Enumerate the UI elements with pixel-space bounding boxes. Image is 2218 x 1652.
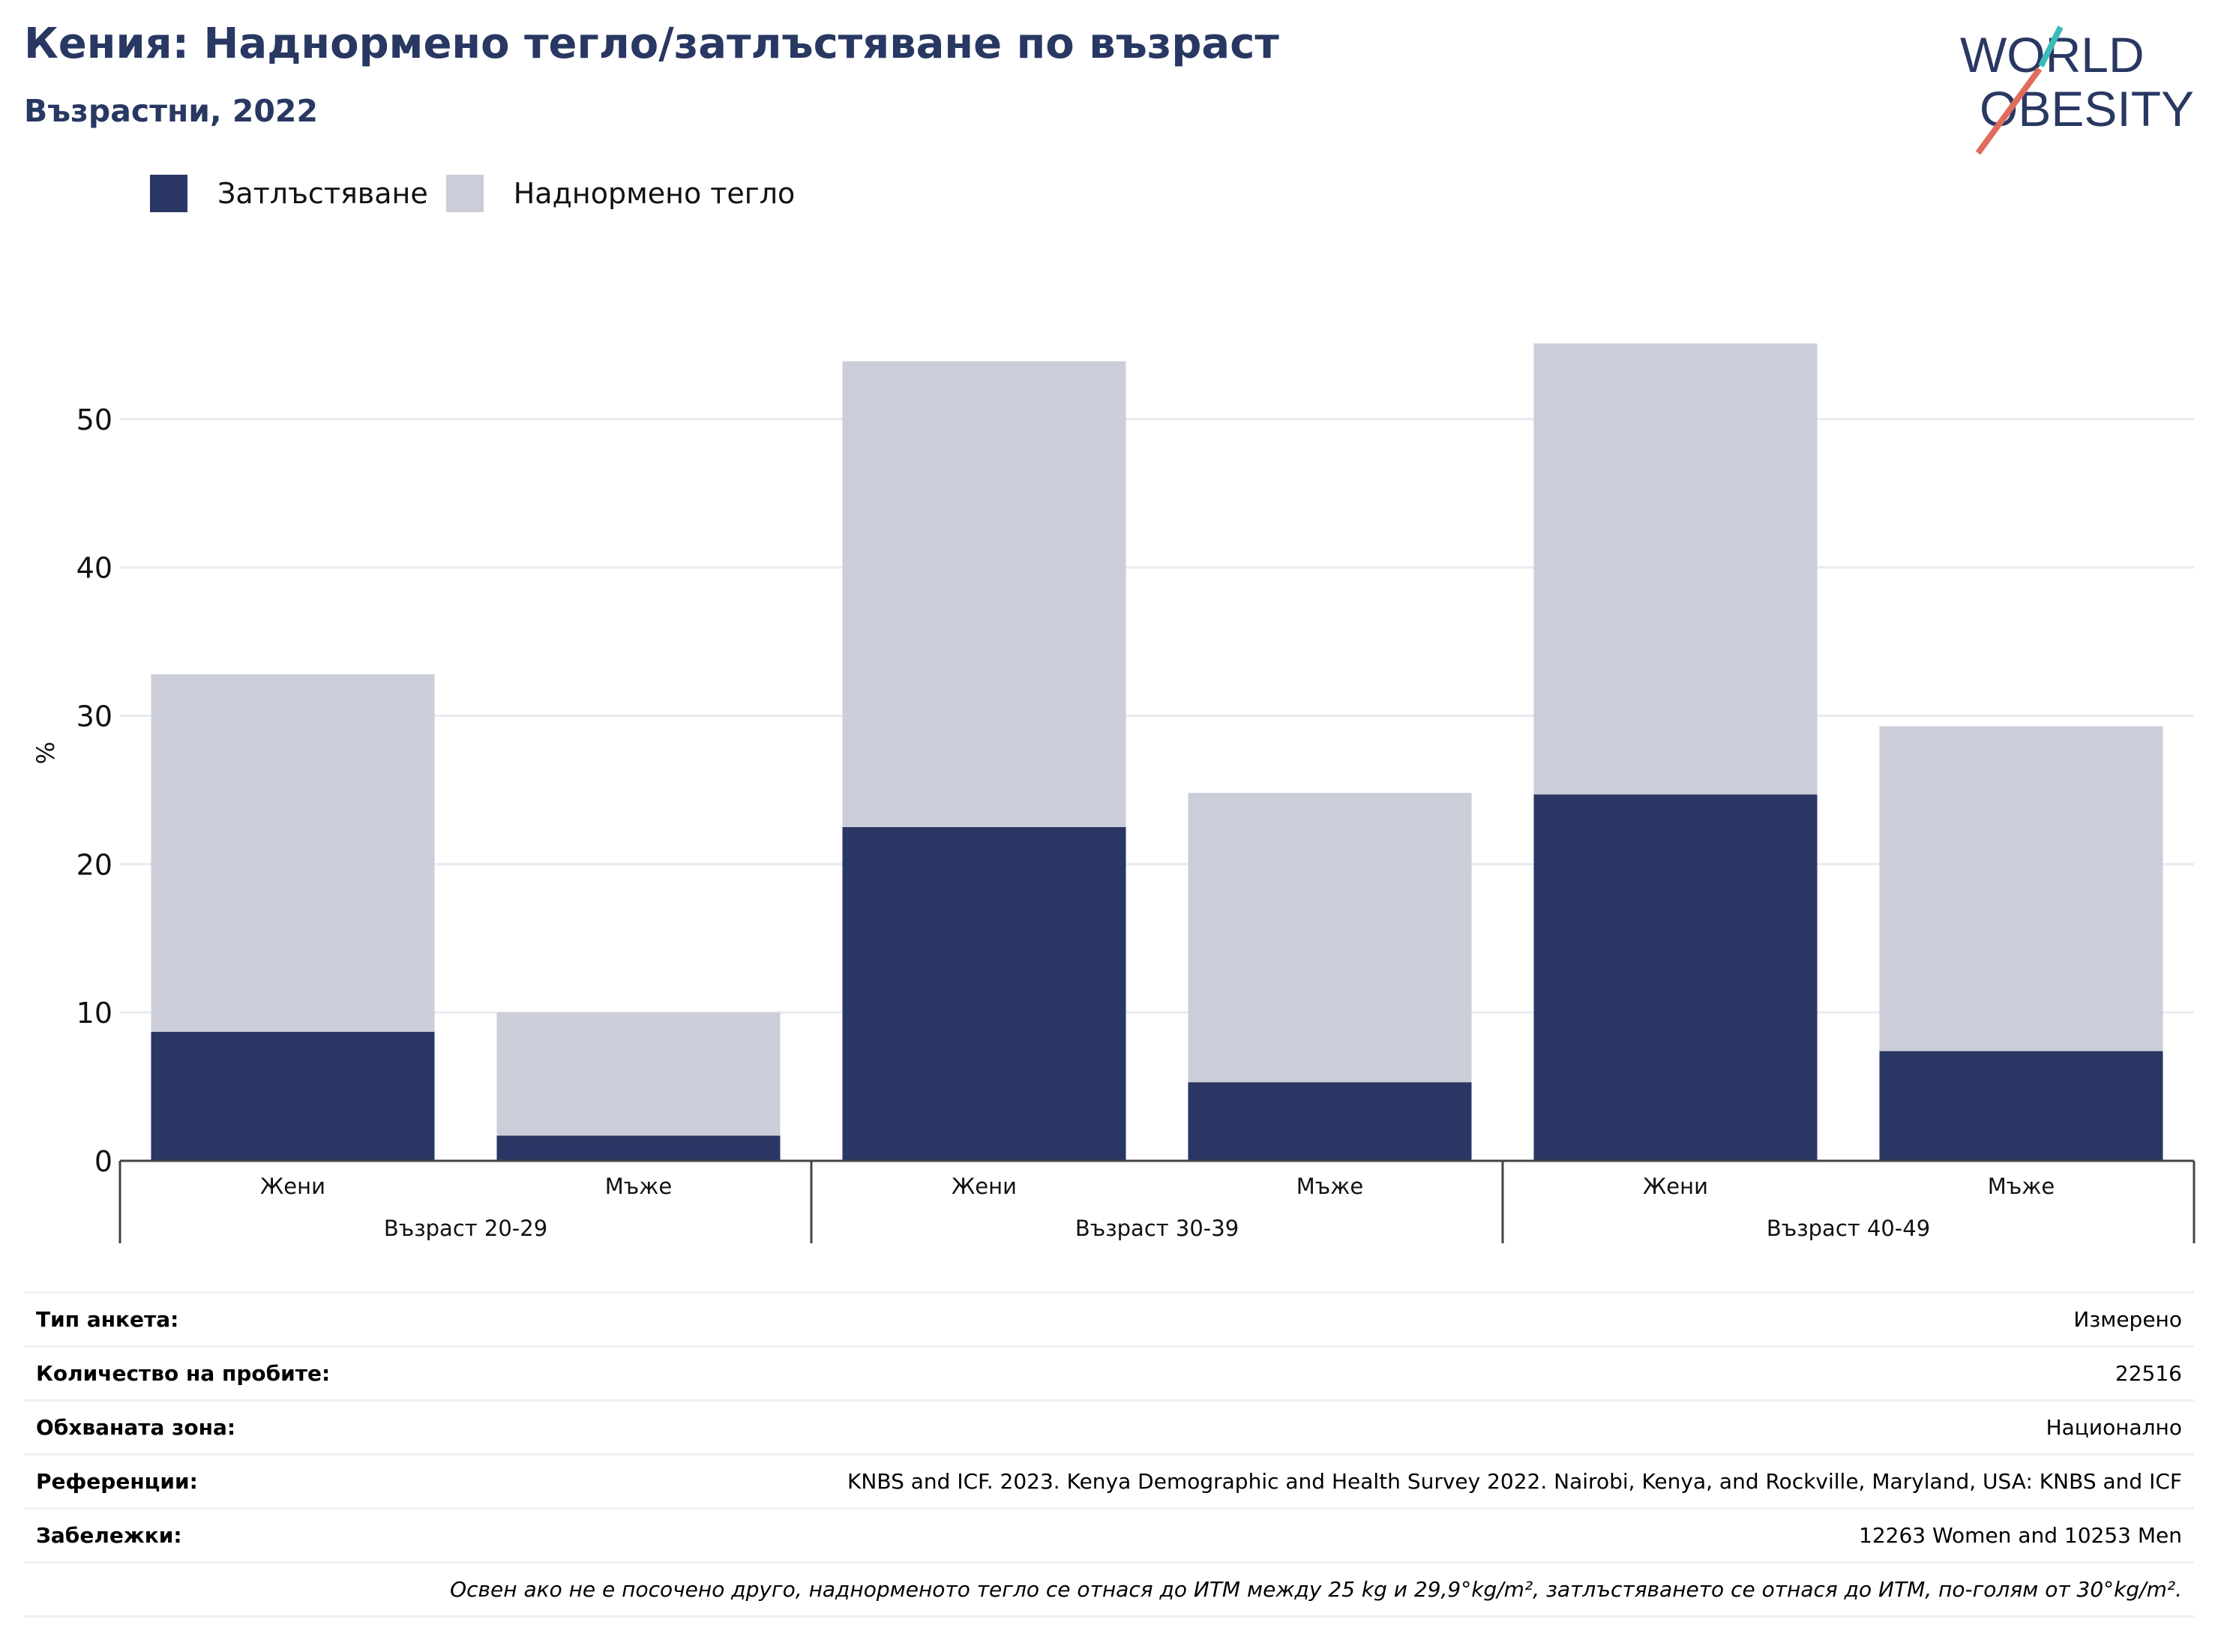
logo-teal-stroke [2038,25,2064,67]
y-axis-label: % [31,742,60,764]
legend-swatch-overweight [445,175,484,212]
bar-overweight [1188,793,1472,1083]
metadata-table: Тип анкета: Измерено Количество на проби… [24,1291,2194,1618]
meta-value: 12263 Women and 10253 Men [435,1508,2194,1564]
bar-overweight [496,1012,781,1136]
bar-obesity [496,1135,781,1161]
x-tick-label: Жени [260,1174,325,1199]
bar-obesity [151,1031,435,1161]
bar-overweight [1533,343,1818,795]
bar-overweight [1879,726,2163,1051]
meta-value: Национално [435,1400,2194,1456]
bar-obesity [1188,1082,1472,1161]
meta-footnote: Освен ако не е посочено друго, наднормен… [24,1562,2194,1618]
legend-item-obesity: Затлъстяване [150,175,428,212]
x-tick-label: Мъже [605,1174,672,1199]
legend-swatch-obesity [150,175,187,212]
x-tick-label: Жени [1643,1174,1708,1199]
meta-key: Тип анкета: [24,1292,436,1348]
legend-label-overweight: Наднормено тегло [513,177,796,210]
bar-obesity [1533,794,1818,1161]
x-tick-label: Мъже [1988,1174,2055,1199]
logo-line2: OBESITY [1980,81,2194,136]
y-tick-label: 20 [76,848,112,881]
meta-value: KNBS and ICF. 2023. Kenya Demographic an… [435,1454,2194,1510]
world-obesity-logo: WORLD OBESITY [1960,25,2194,155]
legend-item-overweight: Наднормено тегло [445,175,796,212]
bar-overweight [151,674,435,1032]
bar-obesity [1879,1051,2163,1161]
y-tick-label: 40 [76,552,112,585]
meta-key: Референции: [24,1454,436,1510]
meta-row: Референции: KNBS and ICF. 2023. Kenya De… [24,1454,2194,1510]
x-tick-label: Мъже [1296,1174,1363,1199]
bar-obesity [842,826,1126,1161]
meta-row: Забележки: 12263 Women and 10253 Men [24,1508,2194,1564]
y-tick-label: 0 [94,1145,112,1178]
meta-key: Забележки: [24,1508,436,1564]
legend-label-obesity: Затлъстяване [217,177,428,210]
meta-key: Обхваната зона: [24,1400,436,1456]
logo-coral-stroke [1975,67,2043,155]
meta-row: Тип анкета: Измерено [24,1292,2194,1348]
meta-value: Измерено [435,1292,2194,1348]
x-tick-label: Жени [952,1174,1017,1199]
chart-title: Кения: Наднормено тегло/затлъстяване по … [24,19,1279,68]
y-tick-label: 30 [76,700,112,733]
meta-value: 22516 [435,1346,2194,1402]
chart-legend: Затлъстяване Наднормено тегло [150,172,813,214]
meta-footnote-row: Освен ако не е посочено друго, наднормен… [24,1562,2194,1618]
bar-overweight [842,361,1126,827]
meta-row: Количество на пробите: 22516 [24,1346,2194,1402]
group-label: Възраст 30-39 [1075,1216,1239,1241]
chart-subtitle: Възрастни, 2022 [24,93,318,129]
meta-key: Количество на пробите: [24,1346,436,1402]
y-tick-label: 50 [76,403,112,436]
logo-line1: WORLD [1960,27,2145,82]
group-label: Възраст 40-49 [1767,1216,1930,1241]
group-label: Възраст 20-29 [384,1216,547,1241]
stacked-bar-chart: 0 10 20 30 40 50% Жени Мъже Жени Мъже Жени Мъже Възр… [31,343,2196,1243]
y-tick-label: 10 [76,997,112,1030]
meta-row: Обхваната зона: Национално [24,1400,2194,1456]
